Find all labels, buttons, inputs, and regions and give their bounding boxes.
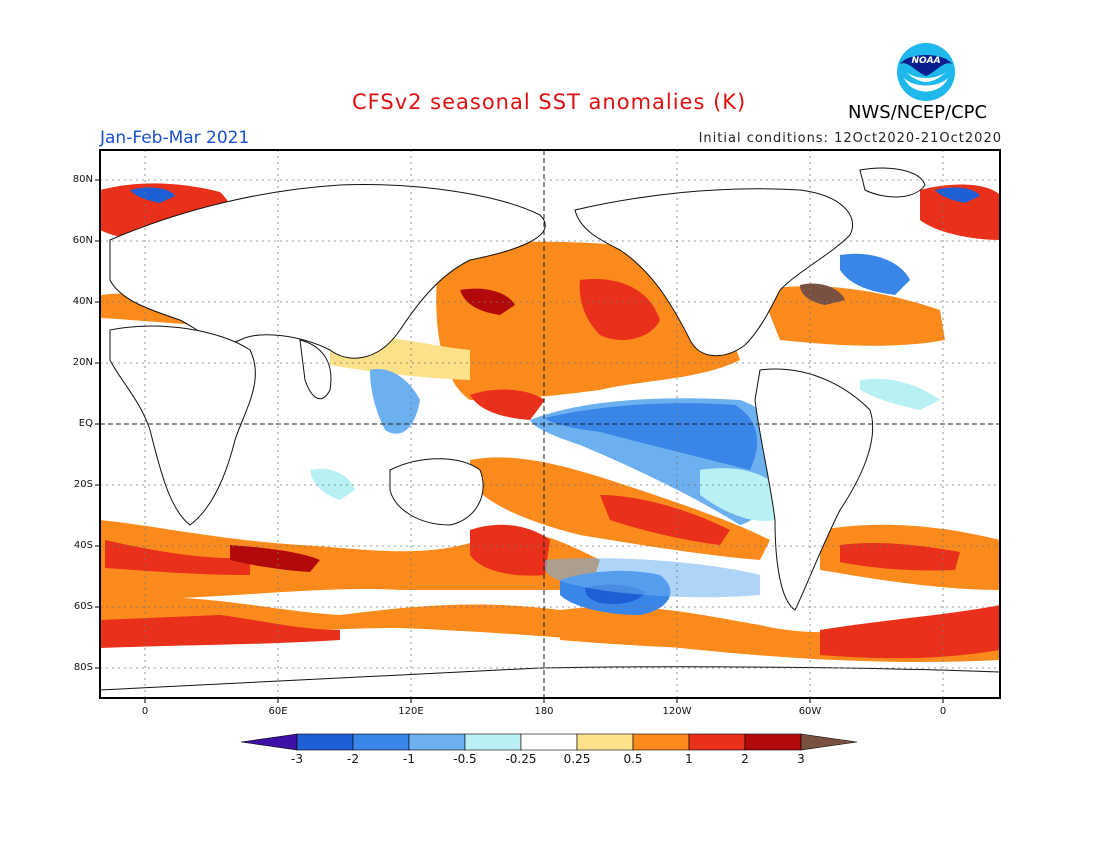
colorbar-label: -3 xyxy=(291,752,303,766)
lon-label: 0 xyxy=(939,706,947,717)
lat-label: 60N xyxy=(72,235,93,246)
colorbar-swatch xyxy=(632,733,690,751)
graticule xyxy=(100,150,1000,698)
colorbar-label: 1 xyxy=(685,752,693,766)
lon-label: 60E xyxy=(268,706,288,717)
colorbar-swatch xyxy=(464,733,522,751)
colorbar-label: -0.5 xyxy=(453,752,477,766)
colorbar-swatch xyxy=(520,733,578,751)
continents xyxy=(100,167,1000,698)
equator-dateline xyxy=(100,150,1000,698)
lon-label: 0 xyxy=(141,706,149,717)
colorbar-label: -1 xyxy=(403,752,415,766)
colorbar-label: -2 xyxy=(347,752,359,766)
noaa-logo-text: NOAA xyxy=(911,56,941,66)
lat-label: 60S xyxy=(73,601,93,612)
agency-label: NWS/NCEP/CPC xyxy=(848,102,988,123)
lon-label: 120E xyxy=(398,706,424,717)
colorbar-swatch xyxy=(576,733,634,751)
noaa-logo: NOAA xyxy=(896,42,956,102)
lat-label: 80N xyxy=(72,174,93,185)
colorbar-label: 2 xyxy=(741,752,749,766)
lat-label: EQ xyxy=(78,418,93,429)
lat-label: 20S xyxy=(73,479,93,490)
colorbar-swatch xyxy=(296,733,354,751)
map-title: CFSv2 seasonal SST anomalies (K) xyxy=(352,90,747,114)
colorbar xyxy=(240,733,858,751)
lat-label: 80S xyxy=(73,662,93,673)
colorbar-swatch xyxy=(408,733,466,751)
colorbar-label: 0.25 xyxy=(563,752,591,766)
lat-label: 40N xyxy=(72,296,93,307)
colorbar-swatch xyxy=(352,733,410,751)
colorbar-label: 3 xyxy=(797,752,805,766)
colorbar-swatch xyxy=(744,733,802,751)
lon-label: 60W xyxy=(798,706,822,717)
initial-conditions: Initial conditions: 12Oct2020-21Oct2020 xyxy=(698,131,1002,146)
axis-ticks xyxy=(95,179,944,703)
season-label: Jan-Feb-Mar 2021 xyxy=(100,128,250,148)
colorbar-swatch xyxy=(688,733,746,751)
lon-label: 180 xyxy=(534,706,554,717)
colorbar-arrow-high xyxy=(800,733,858,751)
colorbar-label: 0.5 xyxy=(623,752,643,766)
lat-label: 20N xyxy=(72,357,93,368)
lon-label: 120W xyxy=(662,706,692,717)
colorbar-label: -0.25 xyxy=(505,752,537,766)
colorbar-arrow-low xyxy=(240,733,298,751)
lat-label: 40S xyxy=(73,540,93,551)
